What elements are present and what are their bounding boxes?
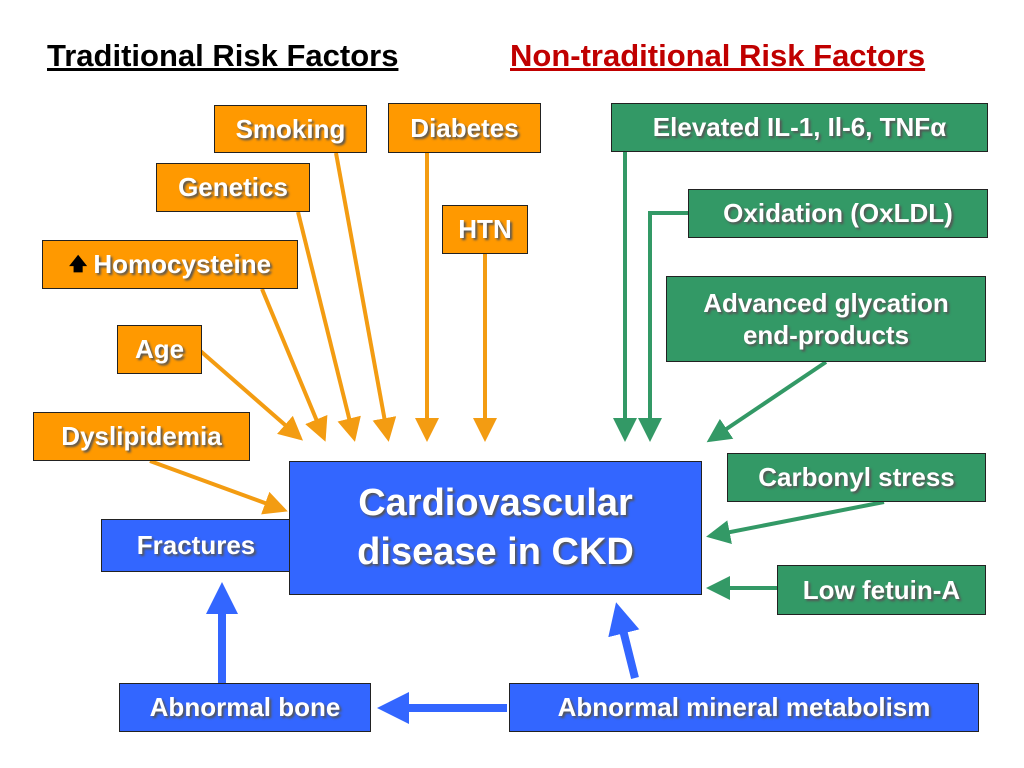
fractures-box: Fractures	[101, 519, 291, 572]
arrow-oxidation	[638, 211, 688, 442]
up-arrow-icon: 🡅	[68, 254, 88, 275]
homocysteine-label: Homocysteine	[93, 249, 272, 280]
glycation-box: Advanced glycation end-products	[666, 276, 986, 362]
cvd-line1: Cardiovascular	[358, 481, 633, 524]
arrow-genetics	[296, 211, 361, 442]
fetuin-box: Low fetuin-A	[777, 565, 986, 615]
arrow-smoking	[334, 152, 397, 442]
dyslipidemia-box: Dyslipidemia	[33, 412, 250, 461]
genetics-box: Genetics	[156, 163, 310, 212]
carbonyl-box: Carbonyl stress	[727, 453, 986, 502]
oxidation-box: Oxidation (OxLDL)	[688, 189, 988, 238]
smoking-box: Smoking	[214, 105, 367, 153]
htn-box: HTN	[442, 205, 528, 254]
glycation-line2: end-products	[742, 320, 910, 350]
cvd-ckd-box: Cardiovascular disease in CKD	[289, 461, 702, 595]
arrow-homocysteine	[260, 288, 328, 442]
diabetes-box: Diabetes	[388, 103, 541, 153]
cytokines-box: Elevated IL-1, Il-6, TNFα	[611, 103, 988, 152]
arrow-dyslipidemia	[149, 459, 288, 515]
cvd-line2: disease in CKD	[357, 531, 634, 573]
non-traditional-header: Non-traditional Risk Factors	[510, 38, 926, 73]
homocysteine-box: 🡅 Homocysteine	[42, 240, 298, 289]
abnormal-bone-box: Abnormal bone	[119, 683, 371, 732]
arrow-mineral-to-cvd	[608, 602, 640, 679]
abnormal-mineral-box: Abnormal mineral metabolism	[509, 683, 979, 732]
traditional-header: Traditional Risk Factors	[47, 38, 399, 73]
arrow-age-products	[706, 360, 828, 443]
arrow-age	[195, 346, 304, 441]
glycation-line1: Advanced glycation	[703, 287, 949, 318]
arrow-carbonyl	[706, 500, 885, 544]
age-box: Age	[117, 325, 202, 374]
